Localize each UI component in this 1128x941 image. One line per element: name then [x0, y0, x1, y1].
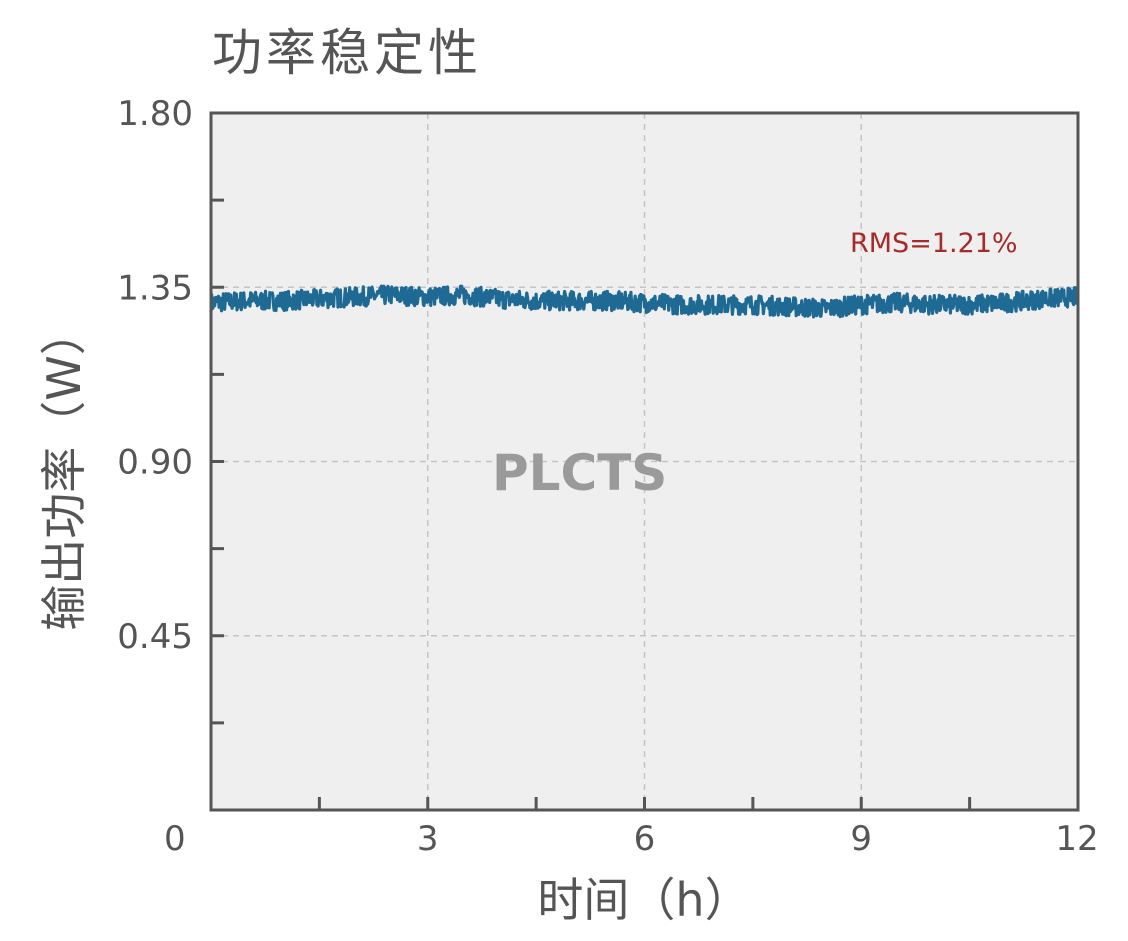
rms-annotation: RMS=1.21% [850, 228, 1018, 259]
tick-labels: 0 3 6 9 12 0.45 0.90 1.35 1.80 [117, 94, 1098, 859]
axis-ticks [211, 198, 972, 810]
power-series-line [209, 284, 1080, 319]
watermark: PLCTS [492, 444, 667, 502]
x-tick-label: 0 [164, 819, 186, 859]
y-tick-label: 1.35 [117, 268, 193, 308]
chart-title: 功率稳定性 [212, 24, 482, 82]
y-axis-label: 输出功率（W） [37, 309, 91, 630]
x-tick-label: 12 [1055, 819, 1098, 859]
x-tick-label: 3 [417, 819, 439, 859]
y-tick-label: 0.90 [117, 443, 193, 483]
x-axis-label: 时间（h） [537, 873, 750, 927]
y-tick-label: 0.45 [117, 617, 193, 657]
series-layer [209, 284, 1080, 319]
x-tick-label: 9 [850, 819, 872, 859]
x-tick-label: 6 [634, 819, 656, 859]
y-tick-label: 1.80 [117, 94, 193, 134]
